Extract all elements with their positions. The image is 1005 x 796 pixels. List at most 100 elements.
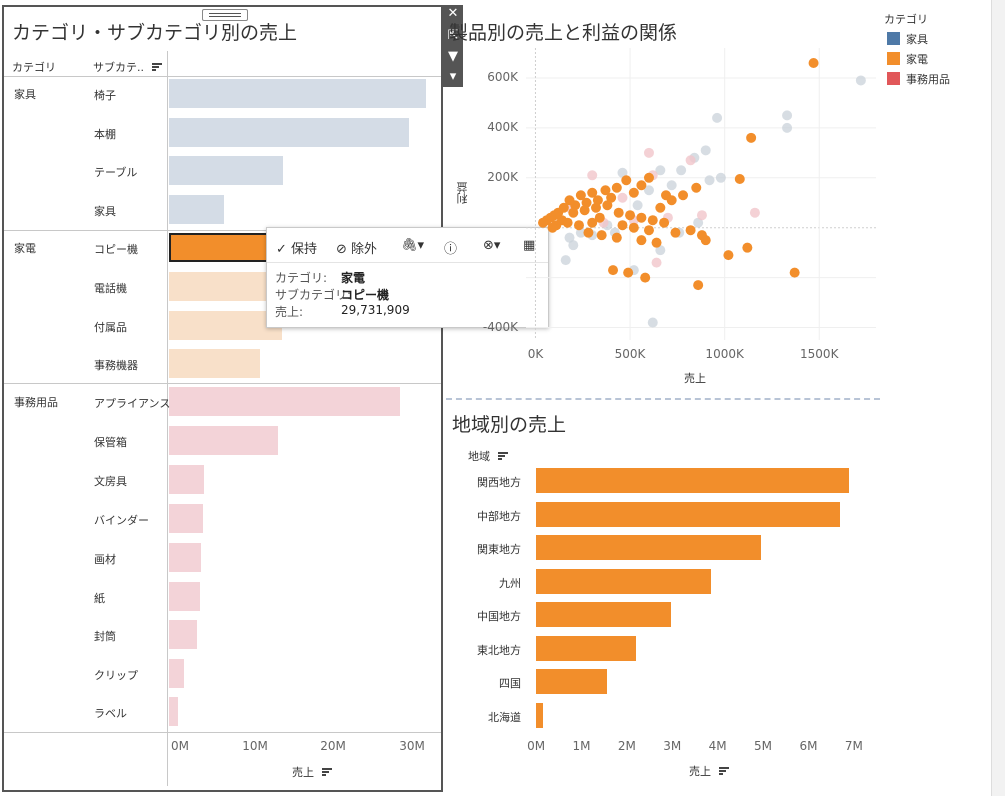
scatter-point[interactable]: [575, 227, 586, 238]
view-data-icon[interactable]: ▦: [523, 238, 536, 253]
bar-mark[interactable]: [169, 543, 201, 572]
scatter-point[interactable]: [704, 175, 715, 186]
scatter-point[interactable]: [600, 185, 611, 196]
region-bar[interactable]: [536, 635, 636, 661]
create-set-icon[interactable]: ⓘ: [444, 242, 458, 257]
scatter-point[interactable]: [700, 145, 711, 156]
scatter-point[interactable]: [670, 227, 681, 238]
region-x-axis-title[interactable]: 売上: [689, 763, 729, 779]
scrollbar[interactable]: [991, 0, 1005, 796]
sort-icon[interactable]: [151, 63, 162, 72]
scatter-point[interactable]: [700, 235, 711, 246]
scatter-point[interactable]: [693, 280, 704, 291]
group-icon[interactable]: ⊗▾: [483, 238, 501, 253]
filter-icon[interactable]: ▼: [448, 49, 458, 64]
scatter-point[interactable]: [621, 175, 632, 186]
scatter-point[interactable]: [678, 190, 689, 201]
scatter-point[interactable]: [643, 147, 654, 158]
scatter-point[interactable]: [691, 182, 702, 193]
scatter-point[interactable]: [538, 217, 549, 228]
scatter-point[interactable]: [734, 174, 745, 185]
scatter-point[interactable]: [632, 200, 643, 211]
scatter-point[interactable]: [636, 235, 647, 246]
scatter-point[interactable]: [647, 215, 658, 226]
scatter-point[interactable]: [723, 250, 734, 261]
bar-mark[interactable]: [169, 426, 279, 455]
scatter-point[interactable]: [581, 197, 592, 208]
group-members-icon[interactable]: 🖇▾: [401, 238, 425, 253]
bar-mark[interactable]: [169, 79, 426, 108]
scatter-point[interactable]: [628, 222, 639, 233]
subcategory-column-header[interactable]: サブカテ..: [93, 59, 162, 75]
scatter-point[interactable]: [547, 222, 558, 233]
scatter-point[interactable]: [617, 220, 628, 231]
scatter-point[interactable]: [808, 57, 819, 68]
bar-mark[interactable]: [169, 156, 284, 185]
scatter-point[interactable]: [636, 180, 647, 191]
scatter-point[interactable]: [594, 212, 605, 223]
scatter-point[interactable]: [712, 112, 723, 123]
scatter-point[interactable]: [573, 220, 584, 231]
region-bar[interactable]: [536, 602, 672, 627]
bar-mark[interactable]: [169, 311, 282, 340]
scatter-point[interactable]: [789, 267, 800, 278]
scatter-point[interactable]: [715, 172, 726, 183]
close-icon[interactable]: ✕: [447, 6, 459, 21]
sales-profit-scatter-plot[interactable]: [446, 40, 886, 395]
scatter-point[interactable]: [782, 122, 793, 133]
x-axis-title[interactable]: 売上: [292, 764, 332, 780]
scatter-point[interactable]: [564, 195, 575, 206]
bar-mark[interactable]: [169, 118, 409, 147]
legend-item-office-supplies[interactable]: 事務用品: [887, 71, 950, 87]
more-options-icon[interactable]: ▾: [449, 69, 457, 84]
scatter-point[interactable]: [636, 212, 647, 223]
bar-mark[interactable]: [169, 582, 201, 611]
scatter-point[interactable]: [640, 272, 651, 283]
scatter-point[interactable]: [643, 225, 654, 236]
scatter-point[interactable]: [685, 225, 696, 236]
scatter-point[interactable]: [643, 185, 654, 196]
scatter-point[interactable]: [611, 182, 622, 193]
scatter-point[interactable]: [685, 155, 696, 166]
scatter-point[interactable]: [625, 210, 636, 221]
scatter-point[interactable]: [623, 267, 634, 278]
region-bar[interactable]: [536, 535, 761, 560]
scatter-point[interactable]: [613, 207, 624, 218]
region-column-header[interactable]: 地域: [468, 448, 508, 464]
bar-mark[interactable]: [169, 349, 261, 378]
scatter-point[interactable]: [647, 317, 658, 328]
scatter-point[interactable]: [782, 110, 793, 121]
scatter-point[interactable]: [693, 217, 704, 228]
scatter-point[interactable]: [587, 170, 598, 181]
sort-icon[interactable]: [497, 452, 508, 461]
region-bar[interactable]: [536, 468, 850, 493]
keep-only-button[interactable]: ✓ 保持: [276, 242, 318, 257]
scatter-point[interactable]: [628, 187, 639, 198]
bar-mark[interactable]: [169, 465, 205, 494]
scatter-point[interactable]: [617, 192, 628, 203]
bar-mark[interactable]: [169, 387, 400, 416]
scatter-point[interactable]: [617, 167, 628, 178]
scatter-point[interactable]: [659, 217, 670, 228]
bar-mark[interactable]: [169, 195, 225, 224]
scatter-point[interactable]: [651, 257, 662, 268]
scatter-point[interactable]: [655, 202, 666, 213]
scatter-point[interactable]: [587, 217, 598, 228]
scatter-point[interactable]: [592, 195, 603, 206]
category-column-header[interactable]: カテゴリ: [12, 61, 56, 74]
region-bar[interactable]: [536, 702, 544, 728]
scatter-point[interactable]: [651, 237, 662, 248]
scatter-point[interactable]: [596, 230, 607, 241]
scatter-point[interactable]: [746, 132, 757, 143]
bar-mark[interactable]: [169, 620, 198, 649]
region-bar[interactable]: [536, 568, 711, 594]
scatter-point[interactable]: [855, 75, 866, 86]
popout-icon[interactable]: ⇱: [447, 28, 459, 43]
exclude-button[interactable]: ⊘ 除外: [336, 242, 378, 257]
scatter-point[interactable]: [568, 240, 579, 251]
scatter-point[interactable]: [742, 242, 753, 253]
legend-item-furniture[interactable]: 家具: [887, 31, 928, 47]
scatter-point[interactable]: [591, 202, 601, 213]
sort-icon[interactable]: [718, 767, 729, 776]
legend-item-electronics[interactable]: 家電: [887, 51, 928, 67]
